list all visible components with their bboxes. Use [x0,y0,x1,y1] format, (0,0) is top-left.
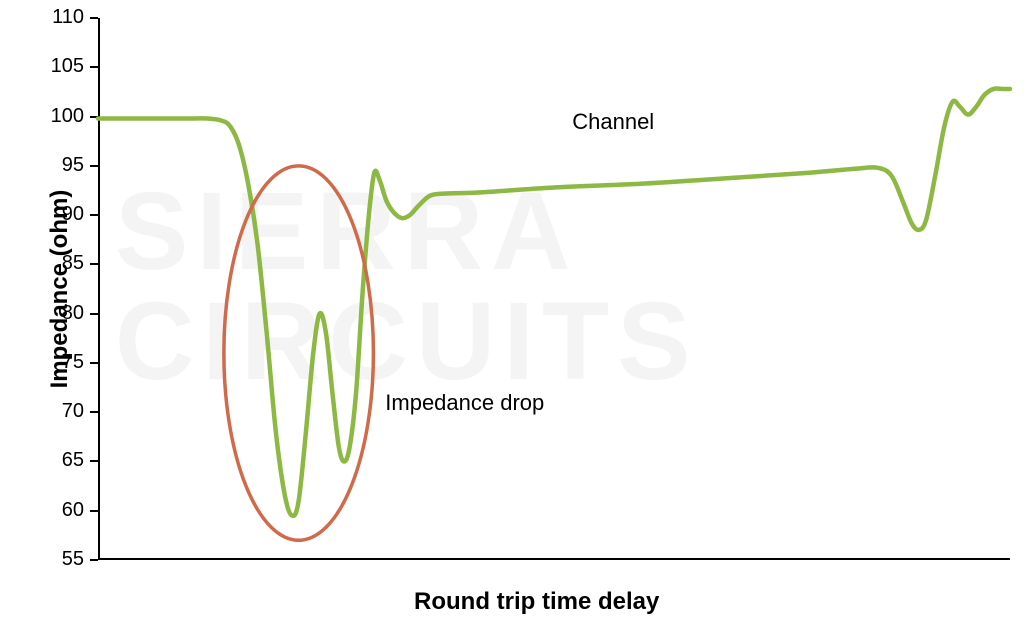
plot-svg [0,0,1024,644]
chart-container: SIERRA CIRCUITS 556065707580859095100105… [0,0,1024,644]
annotation-channel: Channel [572,109,654,135]
x-axis-label: Round trip time delay [414,588,659,616]
annotation-impdrop: Impedance drop [385,390,544,416]
y-axis-label: Impedance (ohm) [46,159,74,419]
